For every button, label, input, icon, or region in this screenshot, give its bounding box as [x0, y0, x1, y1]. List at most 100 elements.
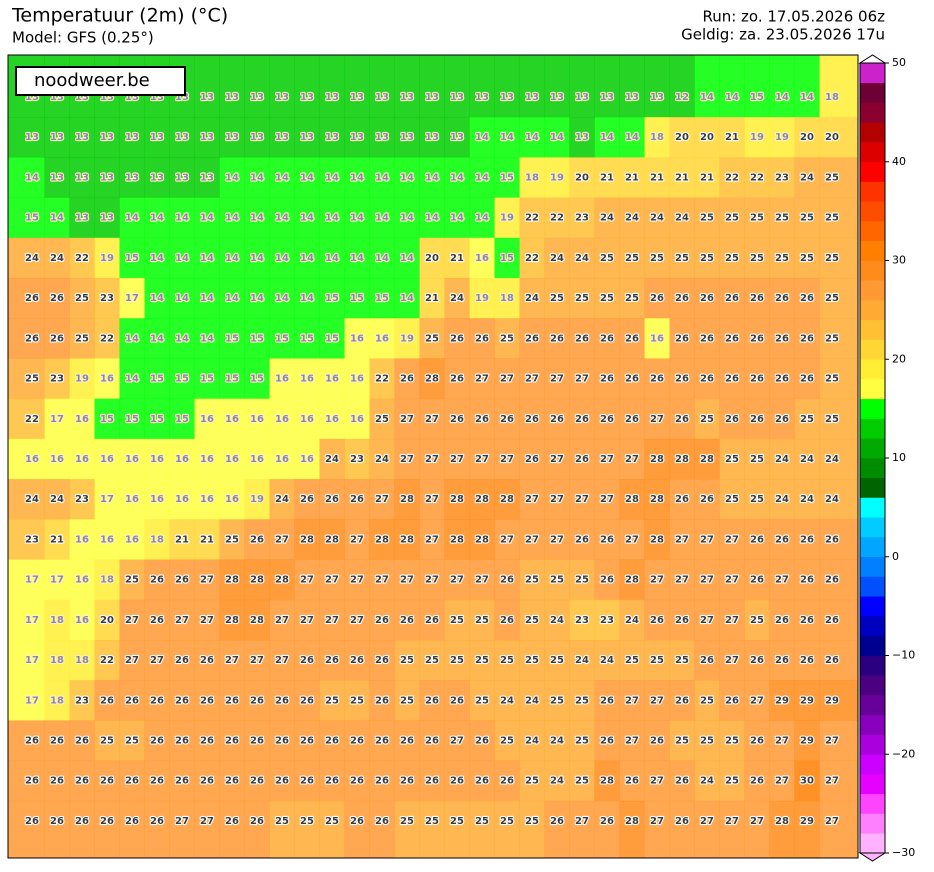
field-cell: [669, 438, 695, 480]
value-label: 26: [175, 776, 189, 787]
field-cell: [219, 559, 245, 601]
field-cell: [544, 760, 570, 802]
value-label: 13: [400, 132, 414, 143]
field-cell: [244, 197, 270, 239]
value-label: 29: [800, 695, 814, 706]
value-label: 14: [300, 213, 314, 224]
value-label: 24: [775, 454, 789, 465]
value-label: 12: [675, 92, 689, 103]
field-cell: [169, 720, 195, 762]
field-cell: [244, 720, 270, 762]
field-cell: [469, 559, 495, 601]
value-label: 13: [350, 132, 364, 143]
value-label: 26: [75, 816, 89, 827]
value-label: 15: [100, 414, 114, 425]
value-label: 27: [400, 414, 414, 425]
value-label: 16: [175, 494, 189, 505]
field-cell: [644, 237, 670, 279]
field-cell: [544, 438, 570, 480]
field-cell: [544, 800, 570, 859]
field-cell: [344, 438, 370, 480]
value-label: 25: [400, 816, 414, 827]
value-label: 24: [575, 253, 589, 264]
value-label: 25: [800, 414, 814, 425]
field-cell: [394, 479, 420, 520]
value-label: 24: [550, 253, 564, 264]
value-label: 14: [300, 253, 314, 264]
colorbar-band: [860, 596, 885, 617]
field-cell: [494, 760, 520, 802]
value-label: 27: [725, 816, 739, 827]
field-cell: [419, 197, 445, 239]
value-label: 25: [725, 776, 739, 787]
value-label: 27: [375, 494, 389, 505]
value-label: 15: [325, 333, 339, 344]
field-cell: [769, 55, 795, 118]
value-label: 14: [375, 213, 389, 224]
value-label: 13: [100, 172, 114, 183]
field-cell: [8, 559, 45, 601]
field-cell: [594, 277, 620, 319]
field-cell: [394, 117, 420, 158]
value-label: 27: [200, 615, 214, 626]
field-cell: [469, 680, 495, 721]
value-label: 27: [650, 414, 664, 425]
value-label: 13: [175, 132, 189, 143]
value-label: 26: [825, 534, 839, 545]
value-label: 28: [450, 494, 464, 505]
value-label: 23: [350, 454, 364, 465]
value-label: 26: [375, 736, 389, 747]
value-label: 27: [725, 575, 739, 586]
field-cell: [244, 398, 270, 440]
field-cell: [344, 800, 370, 859]
field-cell: [344, 358, 370, 400]
field-cell: [444, 358, 470, 400]
map-frame: [7, 54, 859, 859]
value-label: 23: [775, 172, 789, 183]
value-label: 26: [325, 736, 339, 747]
field-cell: [644, 277, 670, 319]
field-cell: [419, 760, 445, 802]
value-label: 28: [650, 454, 664, 465]
value-label: 30: [800, 776, 814, 787]
field-cell: [694, 398, 720, 440]
field-cell: [494, 197, 520, 239]
colorbar-band: [860, 280, 885, 301]
field-cell: [769, 157, 795, 199]
field-cell: [619, 800, 645, 859]
colorbar-band: [860, 556, 885, 577]
value-label: 16: [350, 333, 364, 344]
value-label: 26: [675, 374, 689, 385]
value-label: 27: [700, 575, 714, 586]
field-cell: [744, 519, 770, 561]
field-cell: [419, 639, 445, 681]
field-cell: [94, 639, 120, 681]
field-cell: [769, 599, 795, 641]
field-cell: [69, 599, 95, 641]
field-cell: [119, 599, 145, 641]
value-label: 27: [425, 575, 439, 586]
value-label: 18: [825, 92, 839, 103]
field-cell: [444, 157, 470, 199]
value-label: 16: [200, 414, 214, 425]
value-label: 21: [175, 534, 189, 545]
field-cell: [569, 237, 595, 279]
value-label: 27: [500, 534, 514, 545]
value-label: 27: [425, 454, 439, 465]
field-cell: [519, 800, 545, 859]
value-label: 26: [400, 374, 414, 385]
value-label: 26: [250, 816, 264, 827]
value-label: 25: [575, 695, 589, 706]
field-cell: [144, 117, 170, 158]
field-cell: [519, 358, 545, 400]
field-cell: [344, 639, 370, 681]
field-cell: [119, 438, 145, 480]
value-label: 25: [525, 615, 539, 626]
value-label: 27: [625, 534, 639, 545]
title: Temperatuur (2m) (°C): [11, 5, 228, 27]
field-cell: [194, 800, 220, 859]
field-cell: [344, 599, 370, 641]
field-cell: [794, 680, 820, 721]
field-cell: [569, 680, 595, 721]
